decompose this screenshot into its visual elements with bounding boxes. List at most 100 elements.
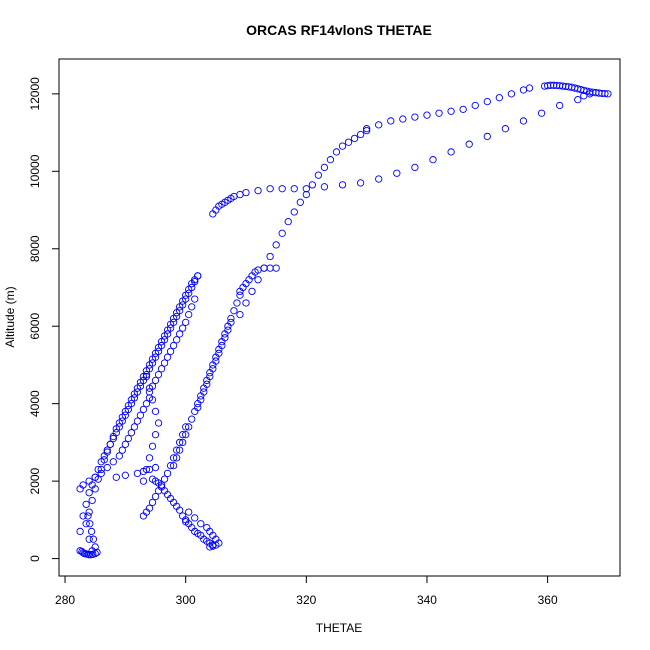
- data-point: [76, 527, 84, 536]
- data-point: [224, 326, 232, 334]
- data-point: [227, 318, 235, 326]
- data-point: [142, 400, 151, 408]
- data-point: [185, 289, 193, 297]
- data-point: [148, 396, 157, 404]
- data-point: [160, 359, 169, 367]
- data-point: [233, 299, 241, 307]
- x-axis: 280 300 320 340 360: [55, 576, 558, 607]
- data-point: [145, 454, 154, 462]
- data-point: [212, 357, 220, 365]
- data-point: [272, 264, 280, 272]
- data-point: [157, 341, 166, 350]
- data-point: [206, 372, 214, 381]
- data-point: [175, 446, 184, 454]
- data-point: [78, 547, 86, 556]
- data-point: [145, 365, 154, 373]
- data-point: [604, 90, 612, 98]
- data-point: [203, 380, 211, 388]
- data-point: [175, 506, 184, 514]
- data-point: [179, 430, 187, 439]
- data-point: [266, 264, 274, 272]
- data-point: [227, 314, 235, 323]
- data-point: [112, 473, 120, 481]
- data-point: [197, 396, 205, 404]
- data-point: [254, 276, 262, 284]
- data-point: [130, 423, 139, 431]
- data-point: [97, 458, 105, 466]
- data-point: [148, 442, 157, 450]
- data-point: [320, 183, 329, 191]
- data-point: [91, 473, 99, 481]
- x-tick-label: 280: [55, 593, 75, 607]
- data-point: [172, 336, 181, 344]
- data-point: [88, 496, 96, 505]
- data-point: [163, 353, 172, 361]
- data-point: [145, 504, 154, 512]
- y-axis-label: Altitude (m): [3, 286, 17, 347]
- data-point: [151, 430, 160, 439]
- data-point: [601, 90, 609, 98]
- data-point: [124, 434, 133, 443]
- data-point: [182, 423, 190, 431]
- data-point: [242, 299, 250, 307]
- data-point: [115, 452, 123, 460]
- data-point: [302, 185, 310, 193]
- x-axis-label: THETAE: [316, 621, 362, 635]
- data-point: [242, 188, 250, 197]
- data-point: [278, 229, 286, 237]
- data-point: [296, 198, 304, 206]
- data-point: [495, 94, 503, 102]
- data-point: [169, 461, 178, 470]
- data-point: [79, 512, 87, 520]
- data-point: [160, 336, 169, 344]
- data-point: [465, 140, 473, 148]
- data-point: [525, 84, 534, 92]
- data-point: [215, 349, 223, 357]
- data-point: [175, 307, 184, 315]
- data-point: [459, 105, 467, 113]
- data-point: [136, 411, 145, 419]
- data-point: [87, 527, 96, 536]
- data-point: [326, 156, 335, 164]
- data-point: [169, 341, 178, 350]
- data-point: [179, 512, 187, 520]
- data-point: [121, 471, 130, 479]
- data-point: [175, 438, 184, 447]
- data-point: [338, 181, 347, 189]
- data-point: [254, 187, 262, 195]
- data-point: [127, 429, 136, 437]
- data-point: [501, 125, 510, 133]
- data-point: [169, 318, 178, 326]
- data-point: [86, 520, 94, 528]
- data-point: [182, 430, 190, 439]
- data-points: [76, 81, 612, 559]
- data-point: [182, 318, 190, 326]
- data-point: [172, 454, 181, 462]
- data-point: [574, 96, 582, 104]
- data-point: [209, 365, 217, 373]
- y-tick-label: 12000: [28, 77, 42, 111]
- data-point: [179, 301, 187, 309]
- data-point: [314, 171, 323, 179]
- data-point: [157, 365, 166, 373]
- data-point: [84, 512, 92, 520]
- data-point: [151, 353, 160, 361]
- data-point: [182, 295, 190, 303]
- data-point: [151, 463, 160, 472]
- y-tick-label: 6000: [28, 313, 42, 340]
- y-tick-label: 4000: [28, 390, 42, 417]
- data-point: [260, 264, 268, 272]
- data-point: [163, 469, 172, 478]
- data-point: [375, 121, 383, 129]
- data-point: [185, 508, 193, 516]
- data-point: [130, 394, 139, 402]
- data-point: [151, 407, 160, 416]
- data-point: [169, 454, 178, 462]
- data-point: [115, 423, 123, 431]
- data-point: [139, 405, 148, 414]
- data-point: [191, 295, 199, 303]
- data-point: [93, 548, 101, 557]
- data-point: [133, 388, 142, 396]
- y-tick-label: 8000: [28, 235, 42, 262]
